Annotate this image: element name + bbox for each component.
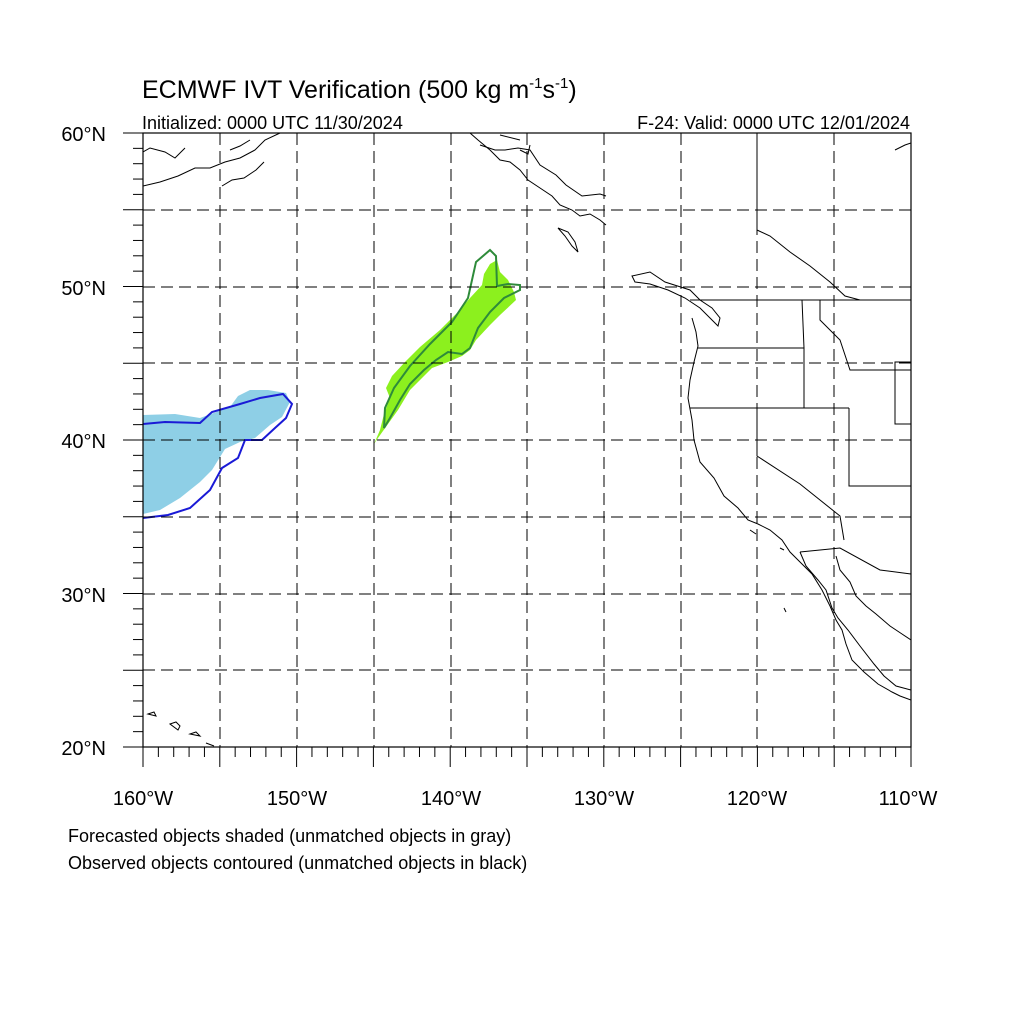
observed-contour-blue: [143, 392, 294, 519]
forecast-object-blue: [143, 390, 290, 514]
lat-label-30n: 30°N: [61, 585, 106, 607]
lon-label-130w: 130°W: [574, 788, 634, 810]
graticule: [143, 133, 911, 747]
longitude-labels: 160°W 150°W 140°W 130°W 120°W 110°W: [113, 788, 938, 810]
lat-label-40n: 40°N: [61, 431, 106, 453]
initialized-label: Initialized: 0000 UTC 11/30/2024: [142, 113, 403, 133]
map-area: [143, 133, 911, 747]
lon-label-150w: 150°W: [267, 788, 327, 810]
map-title: ECMWF IVT Verification (500 kg m-1s-1): [142, 75, 577, 104]
political-borders: [690, 133, 911, 575]
valid-label: F-24: Valid: 0000 UTC 12/01/2024: [637, 113, 910, 133]
footnote-observed: Observed objects contoured (unmatched ob…: [68, 853, 527, 873]
axis-ticks: [123, 132, 912, 767]
lon-label-120w: 120°W: [727, 788, 787, 810]
footnote-forecast: Forecasted objects shaded (unmatched obj…: [68, 826, 511, 846]
lat-label-20n: 20°N: [61, 738, 106, 760]
lon-label-110w: 110°W: [879, 788, 938, 810]
observed-contour-green: [383, 248, 521, 429]
latitude-labels: 60°N 50°N 40°N 30°N 20°N: [61, 124, 106, 760]
lat-label-50n: 50°N: [61, 278, 106, 300]
forecast-object-green: [374, 260, 516, 444]
lat-label-60n: 60°N: [61, 124, 106, 146]
lon-label-140w: 140°W: [421, 788, 481, 810]
coastlines: [143, 133, 911, 747]
lon-label-160w: 160°W: [113, 788, 173, 810]
